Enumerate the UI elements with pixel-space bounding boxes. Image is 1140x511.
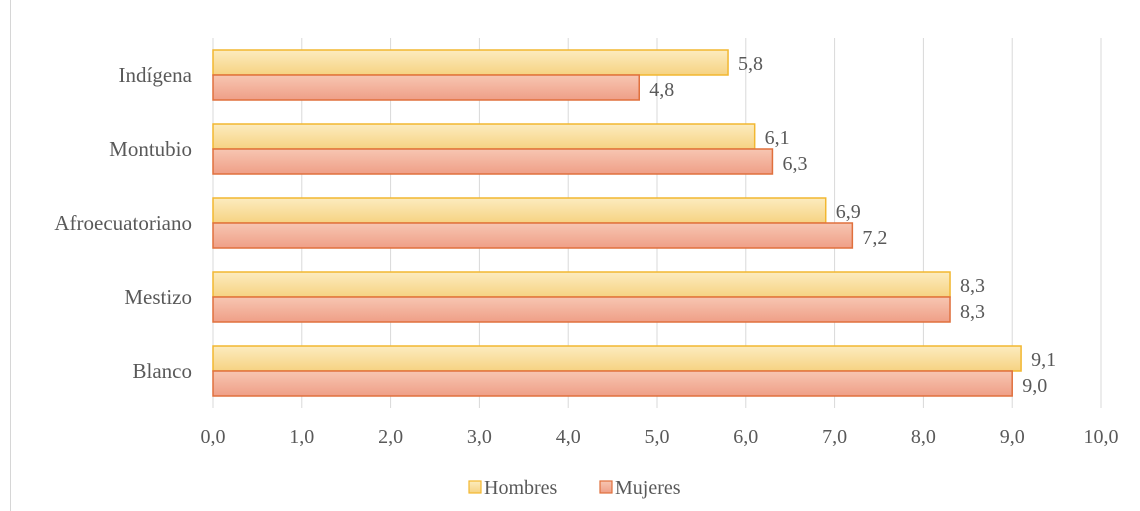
legend-swatch — [468, 480, 482, 494]
x-tick-label: 0,0 — [201, 426, 226, 448]
bar-hombres — [212, 123, 756, 150]
legend: Hombres Mujeres — [468, 477, 681, 499]
bar-mujeres — [212, 74, 640, 101]
bar-hombres — [212, 49, 729, 76]
bars — [212, 49, 1022, 397]
x-tick-label: 3,0 — [467, 426, 492, 448]
x-tick-label: 6,0 — [733, 426, 758, 448]
legend-label: Mujeres — [615, 477, 681, 499]
x-tick-label: 5,0 — [645, 426, 670, 448]
legend-label: Hombres — [484, 477, 558, 499]
data-label: 6,1 — [765, 127, 790, 149]
category-label: Mestizo — [124, 285, 192, 309]
data-label: 9,0 — [1022, 375, 1047, 397]
x-tick-label: 1,0 — [289, 426, 314, 448]
data-labels: 5,8 4,8 6,1 6,3 6,97,2 8,3 8,3 9,1 9,0 — [649, 53, 1056, 397]
bar-hombres — [212, 345, 1022, 372]
bar-mujeres — [212, 296, 951, 323]
x-tick-label: 2,0 — [378, 426, 403, 448]
data-label: 7,2 — [862, 227, 887, 249]
data-label: 6,3 — [782, 153, 807, 175]
data-label: 9,1 — [1031, 349, 1056, 371]
bar-mujeres — [212, 148, 774, 175]
x-tick-label: 10,0 — [1084, 426, 1119, 448]
data-label: 4,8 — [649, 79, 674, 101]
data-label: 8,3 — [960, 275, 985, 297]
x-tick-label: 4,0 — [556, 426, 581, 448]
category-label: Montubio — [109, 137, 192, 161]
x-tick-labels: 0,0 1,0 2,0 3,0 4,0 5,0 6,0 7,0 8,0 9,0 10,0 — [201, 426, 1119, 448]
frame-border — [10, 0, 11, 511]
bar-hombres — [212, 197, 827, 224]
bar-mujeres — [212, 370, 1013, 397]
category-label: Indígena — [119, 63, 193, 87]
category-label: Afroecuatoriano — [54, 211, 192, 235]
data-label: 6,9 — [836, 201, 861, 223]
legend-swatch — [599, 480, 613, 494]
bar-mujeres — [212, 222, 854, 249]
data-label: 8,3 — [960, 301, 985, 323]
category-label: Blanco — [133, 359, 192, 383]
x-tick-label: 8,0 — [911, 426, 936, 448]
x-tick-label: 9,0 — [1000, 426, 1025, 448]
category-labels: Indígena Montubio Afroecuatoriano Mestizo Bl… — [54, 63, 192, 383]
bar-hombres — [212, 271, 951, 298]
x-tick-label: 7,0 — [822, 426, 847, 448]
data-label: 5,8 — [738, 53, 763, 75]
